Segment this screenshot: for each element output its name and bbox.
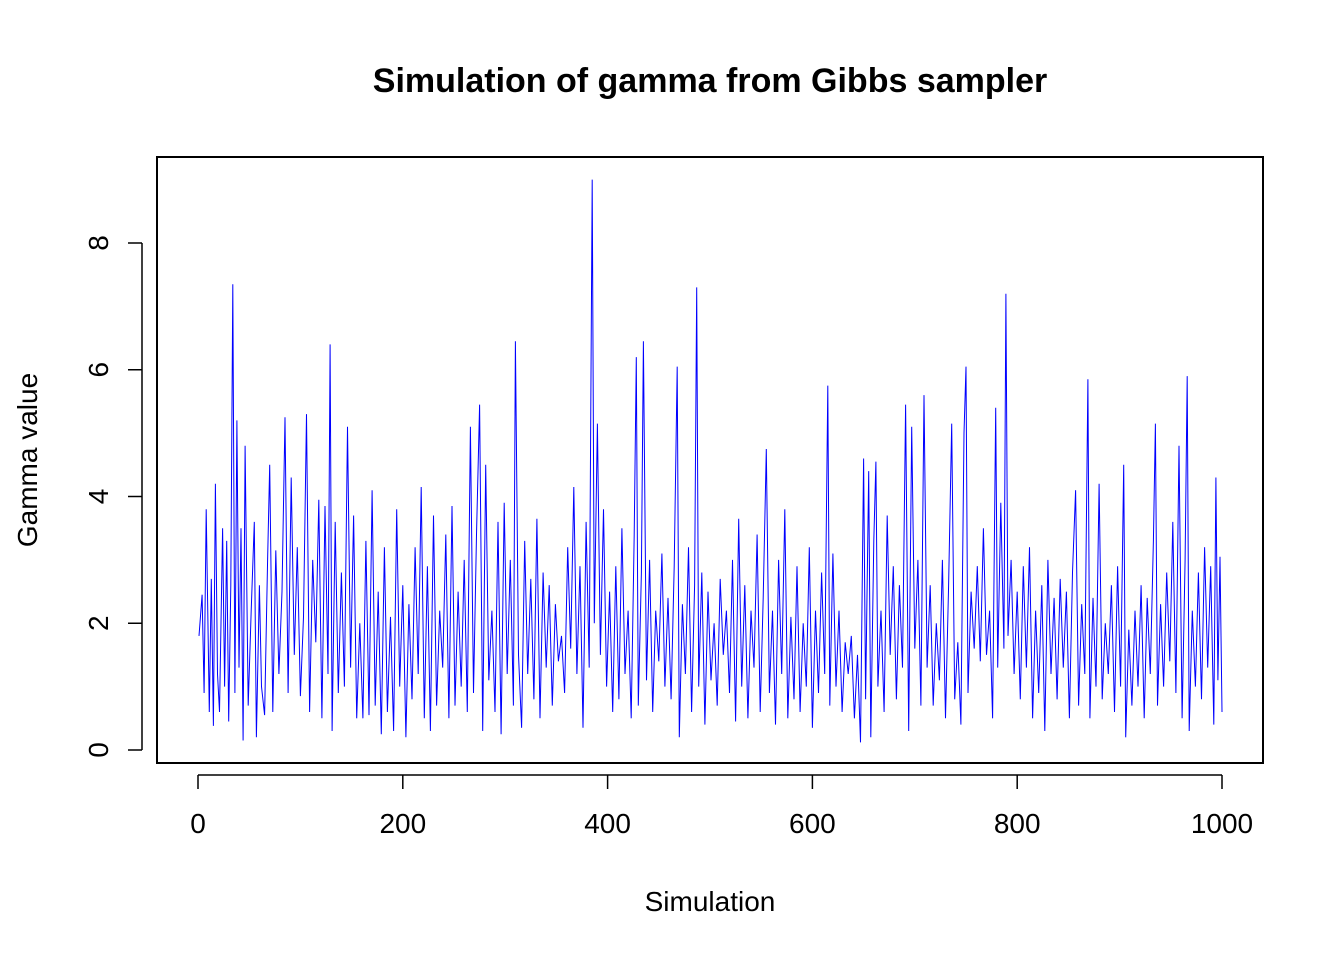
x-axis-label: Simulation xyxy=(645,886,776,917)
y-tick-label: 0 xyxy=(83,742,114,758)
x-axis: 0 200 400 600 800 1000 xyxy=(190,774,1253,839)
y-tick-label: 6 xyxy=(83,362,114,378)
y-tick-label: 8 xyxy=(83,235,114,251)
x-tick-label: 600 xyxy=(789,808,836,839)
x-tick-label: 200 xyxy=(379,808,426,839)
y-axis: 0 2 4 6 8 xyxy=(83,235,143,758)
x-tick-label: 400 xyxy=(584,808,631,839)
plot-area-frame xyxy=(156,156,1264,764)
x-tick-label: 0 xyxy=(190,808,206,839)
y-axis-label: Gamma value xyxy=(12,373,43,547)
y-tick-label: 2 xyxy=(83,615,114,631)
x-tick-label: 800 xyxy=(994,808,1041,839)
gamma-series-line xyxy=(198,179,1223,743)
chart-title: Simulation of gamma from Gibbs sampler xyxy=(373,62,1047,100)
y-tick-label: 4 xyxy=(83,489,114,505)
x-tick-label: 1000 xyxy=(1191,808,1253,839)
